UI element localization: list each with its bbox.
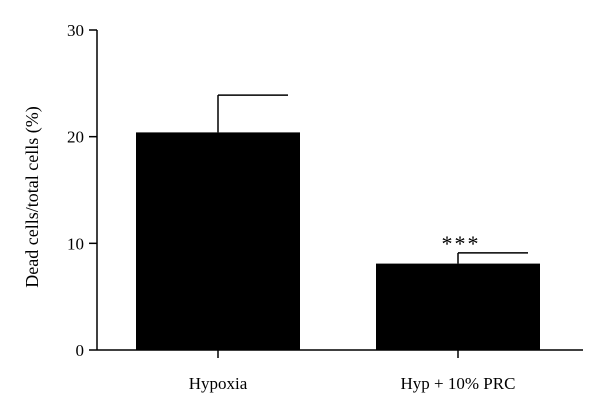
y-tick-label: 10: [67, 234, 84, 253]
bar-2: [376, 263, 540, 350]
bar-1: [136, 132, 300, 350]
x-category-label: Hyp + 10% PRC: [401, 374, 516, 393]
y-tick-label: 20: [67, 128, 84, 147]
y-axis-label: Dead cells/total cells (%): [22, 106, 43, 287]
y-tick-label: 0: [76, 341, 85, 360]
y-axis: 0 10 20 30: [67, 21, 98, 360]
x-axis: Hypoxia Hyp + 10% PRC: [97, 349, 583, 393]
y-tick-label: 30: [67, 21, 84, 40]
x-category-label: Hypoxia: [189, 374, 248, 393]
significance-annotation: ***: [442, 231, 481, 256]
